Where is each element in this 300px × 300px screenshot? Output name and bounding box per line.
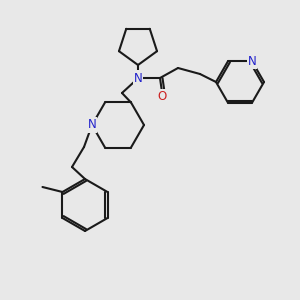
Text: O: O (158, 91, 166, 103)
Text: N: N (134, 71, 142, 85)
Text: N: N (248, 55, 256, 68)
Text: N: N (88, 118, 96, 131)
